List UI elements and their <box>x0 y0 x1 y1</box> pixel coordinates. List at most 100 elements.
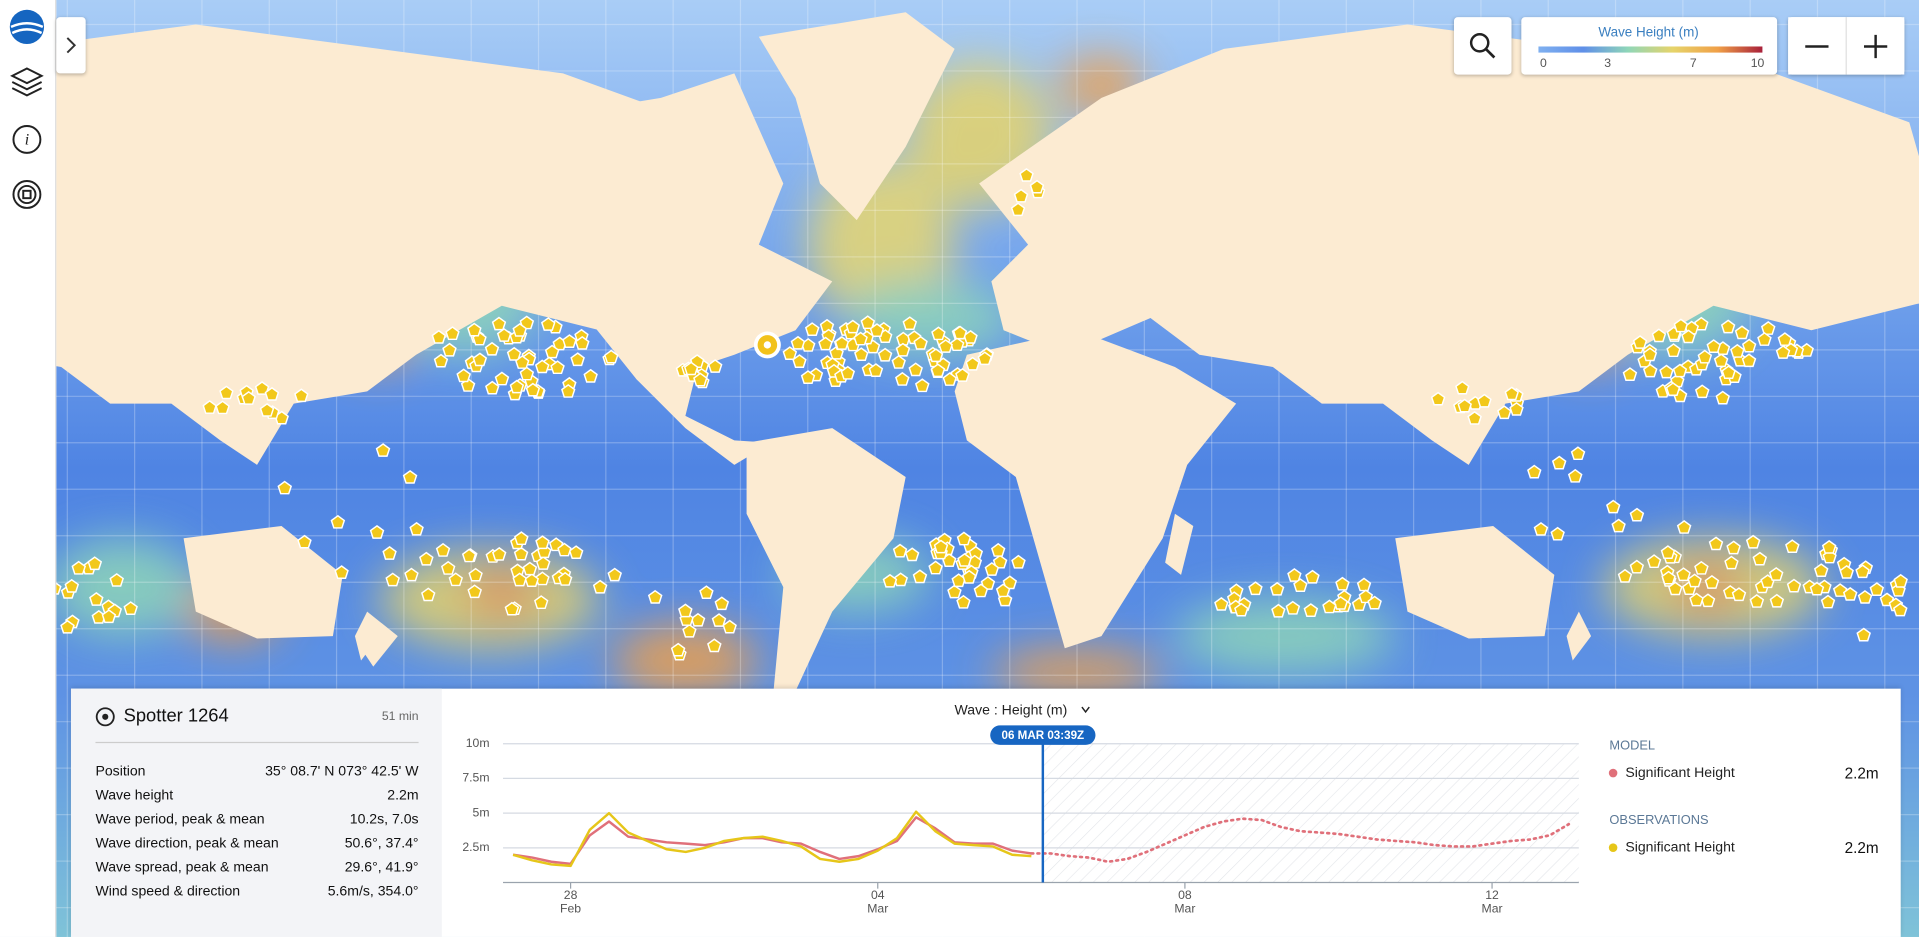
buoy-marker[interactable] <box>1869 582 1885 596</box>
buoy-marker[interactable] <box>928 348 944 363</box>
buoy-marker[interactable] <box>1029 179 1045 194</box>
buoy-marker[interactable] <box>1769 593 1785 608</box>
buoy-marker[interactable] <box>472 352 488 367</box>
buoy-marker[interactable] <box>722 619 737 634</box>
buoy-marker[interactable] <box>1741 338 1757 353</box>
buoy-marker[interactable] <box>1285 600 1301 615</box>
buoy-marker[interactable] <box>297 534 312 549</box>
buoy-marker[interactable] <box>492 546 507 561</box>
buoy-marker[interactable] <box>1855 564 1870 579</box>
buoy-marker[interactable] <box>557 571 573 586</box>
buoy-marker[interactable] <box>264 386 280 401</box>
info-button[interactable]: i <box>12 125 42 154</box>
buoy-marker[interactable] <box>1757 332 1772 346</box>
buoy-marker[interactable] <box>1367 595 1382 610</box>
buoy-marker[interactable] <box>942 372 957 386</box>
buoy-marker[interactable] <box>1305 569 1320 584</box>
buoy-marker[interactable] <box>89 591 104 606</box>
buoy-marker[interactable] <box>1010 202 1026 217</box>
buoy-marker[interactable] <box>504 601 520 616</box>
buoy-marker[interactable] <box>435 542 451 557</box>
buoy-marker[interactable] <box>1659 364 1674 379</box>
buoy-marker[interactable] <box>484 341 500 356</box>
buoy-marker[interactable] <box>512 572 527 587</box>
logo[interactable] <box>9 9 45 45</box>
buoy-marker[interactable] <box>933 539 949 554</box>
buoy-marker[interactable] <box>1567 468 1583 483</box>
buoy-marker[interactable] <box>1504 386 1519 401</box>
buoy-marker[interactable] <box>101 609 117 624</box>
buoy-marker[interactable] <box>1856 627 1871 642</box>
buoy-marker[interactable] <box>431 329 447 344</box>
buoy-marker[interactable] <box>902 316 918 331</box>
buoy-marker[interactable] <box>1271 603 1286 618</box>
buoy-marker[interactable] <box>1333 596 1349 610</box>
buoy-marker[interactable] <box>956 594 971 609</box>
buoy-marker[interactable] <box>496 328 512 342</box>
buoy-marker[interactable] <box>1706 339 1721 354</box>
buoy-marker[interactable] <box>961 569 977 584</box>
buoy-marker[interactable] <box>1809 581 1825 596</box>
buoy-marker[interactable] <box>1786 578 1802 593</box>
buoy-marker[interactable] <box>1694 560 1709 575</box>
buoy-marker[interactable] <box>382 545 397 560</box>
buoy-marker[interactable] <box>1842 586 1858 601</box>
layers-button[interactable] <box>10 67 44 97</box>
buoy-marker[interactable] <box>87 556 103 571</box>
buoy-marker[interactable] <box>491 316 507 331</box>
buoy-marker[interactable] <box>977 351 993 366</box>
buoy-marker[interactable] <box>535 571 550 586</box>
buoy-marker[interactable] <box>1455 380 1470 395</box>
buoy-marker[interactable] <box>1760 321 1776 335</box>
buoy-marker[interactable] <box>782 346 798 360</box>
buoy-marker[interactable] <box>938 339 953 353</box>
buoy-marker[interactable] <box>1892 602 1908 617</box>
buoy-marker[interactable] <box>895 342 911 357</box>
buoy-marker[interactable] <box>1646 554 1662 569</box>
buoy-marker[interactable] <box>1533 522 1549 536</box>
buoy-marker[interactable] <box>693 372 708 387</box>
buoy-marker[interactable] <box>973 583 989 598</box>
buoy-marker[interactable] <box>509 379 525 394</box>
buoy-marker[interactable] <box>219 385 234 400</box>
buoy-marker[interactable] <box>522 561 538 576</box>
buoy-marker[interactable] <box>534 359 550 374</box>
buoy-marker[interactable] <box>202 400 217 414</box>
buoy-marker[interactable] <box>1611 518 1626 533</box>
legend-entry[interactable]: Significant Height <box>1625 838 1735 854</box>
buoy-marker[interactable] <box>513 546 529 561</box>
buoy-marker[interactable] <box>949 337 965 352</box>
buoy-marker[interactable] <box>707 638 722 653</box>
buoy-marker[interactable] <box>912 569 928 584</box>
buoy-marker[interactable] <box>1694 384 1710 399</box>
buoy-marker[interactable] <box>562 334 577 349</box>
buoy-marker[interactable] <box>860 315 876 330</box>
buoy-marker[interactable] <box>1734 325 1750 340</box>
buoy-marker[interactable] <box>1689 592 1704 607</box>
buoy-marker[interactable] <box>984 562 1000 576</box>
buoy-marker[interactable] <box>506 346 522 361</box>
buoy-marker[interactable] <box>512 322 528 337</box>
buoy-marker[interactable] <box>1509 402 1524 416</box>
buoy-marker[interactable] <box>965 356 980 371</box>
buoy-marker[interactable] <box>259 402 275 417</box>
buoy-marker[interactable] <box>456 368 471 383</box>
buoy-marker[interactable] <box>1642 363 1658 378</box>
buoy-marker[interactable] <box>1269 581 1285 596</box>
buoy-marker[interactable] <box>1248 581 1263 596</box>
buoy-marker[interactable] <box>947 584 962 599</box>
buoy-marker[interactable] <box>440 560 456 575</box>
buoy-marker[interactable] <box>1741 353 1757 368</box>
buoy-marker[interactable] <box>818 336 833 351</box>
buoy-marker[interactable] <box>1303 603 1319 617</box>
buoy-marker[interactable] <box>557 542 572 557</box>
buoy-marker[interactable] <box>707 359 723 373</box>
buoy-marker[interactable] <box>1013 188 1029 203</box>
selected-spotter[interactable] <box>753 331 781 359</box>
buoy-marker[interactable] <box>1666 343 1681 358</box>
dropdown-chevron[interactable] <box>1081 706 1090 714</box>
buoy-marker[interactable] <box>834 336 850 350</box>
buoy-marker[interactable] <box>891 354 906 369</box>
buoy-marker[interactable] <box>1551 455 1567 470</box>
buoy-marker[interactable] <box>895 371 910 386</box>
